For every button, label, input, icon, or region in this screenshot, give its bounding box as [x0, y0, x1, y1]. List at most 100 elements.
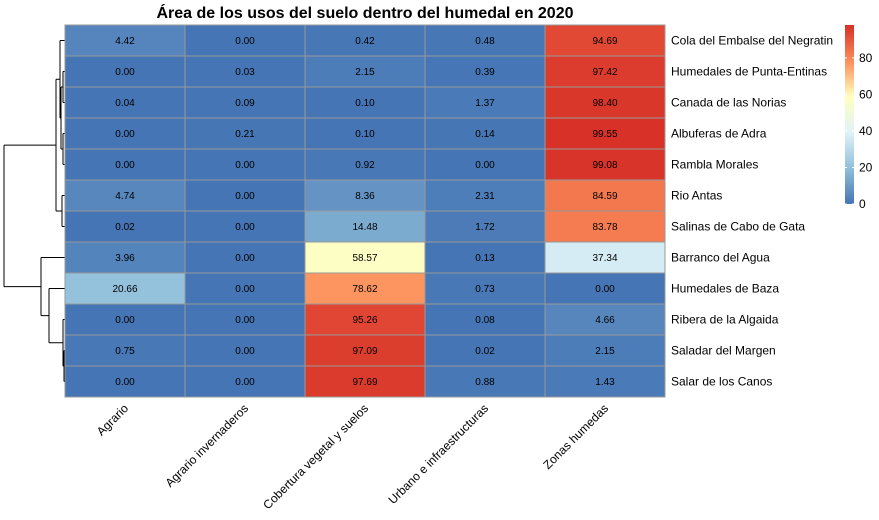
cell-value-label: 1.72: [475, 222, 495, 233]
row-label: Ribera de la Algaida: [671, 313, 779, 327]
heatmap-cell: [424, 148, 546, 181]
row-label: Cola del Embalse del Negratin: [671, 34, 833, 48]
color-legend-bar: [845, 25, 854, 204]
row-label: Saladar del Margen: [671, 344, 776, 358]
heatmap-cell: [544, 86, 666, 119]
heatmap-cell: [544, 24, 666, 57]
cell-value-label: 0.42: [355, 36, 375, 47]
cell-value-label: 78.62: [352, 284, 377, 295]
cell-value-label: 0.00: [115, 377, 135, 388]
cell-value-label: 0.02: [115, 222, 135, 233]
cell-value-label: 0.48: [475, 36, 495, 47]
cell-value-label: 0.75: [115, 346, 135, 357]
heatmap-cell: [64, 179, 186, 212]
heatmap-cell: [424, 303, 546, 336]
cell-value-label: 0.00: [235, 222, 255, 233]
row-label: Salar de los Canos: [671, 375, 772, 389]
cell-value-label: 0.92: [355, 160, 375, 171]
heatmap-cell: [424, 241, 546, 274]
chart-title: Área de los usos del suelo dentro del hu…: [156, 3, 573, 22]
cell-value-label: 4.74: [115, 191, 135, 202]
cell-value-label: 3.96: [115, 253, 135, 264]
cell-value-label: 97.42: [592, 67, 617, 78]
cell-value-label: 1.43: [595, 377, 615, 388]
heatmap-cell: [184, 55, 306, 88]
legend-tick-label: 60: [859, 87, 873, 101]
row-labels: Cola del Embalse del Negratin Humedales d…: [671, 34, 833, 389]
cell-value-label: 0.00: [235, 191, 255, 202]
cell-value-label: 1.37: [475, 98, 495, 109]
color-legend-ticks: 0 20 40 60 80: [845, 51, 873, 211]
heatmap-cell: [544, 210, 666, 243]
cell-value-label: 0.00: [235, 160, 255, 171]
cell-value-label: 94.69: [592, 36, 617, 47]
row-label: Albuferas de Adra: [671, 127, 767, 141]
heatmap-cell: [544, 241, 666, 274]
cell-value-label: 0.00: [115, 67, 135, 78]
heatmap-cell: [184, 241, 306, 274]
column-label: Agrario invernaderos: [162, 401, 251, 490]
cell-value-label: 0.04: [115, 98, 135, 109]
cell-value-label: 0.02: [475, 346, 495, 357]
cell-value-label: 0.00: [115, 315, 135, 326]
cell-value-label: 97.69: [352, 377, 377, 388]
cell-value-label: 0.00: [235, 36, 255, 47]
cell-value-label: 0.73: [475, 284, 495, 295]
heatmap-cell: [184, 148, 306, 181]
heatmap-cell: [64, 86, 186, 119]
cell-value-label: 99.08: [592, 160, 617, 171]
heatmap-cell: [304, 210, 426, 243]
legend-tick-label: 0: [859, 197, 866, 211]
cell-value-label: 8.36: [355, 191, 375, 202]
heatmap-cell: [304, 55, 426, 88]
heatmap-cell: [304, 179, 426, 212]
cell-value-label: 0.10: [355, 129, 375, 140]
cell-value-label: 4.66: [595, 315, 615, 326]
heatmap-cell: [424, 365, 546, 398]
heatmap-cell: [184, 334, 306, 367]
heatmap-cells: [64, 24, 666, 398]
cell-value-label: 0.00: [235, 253, 255, 264]
cell-value-label: 0.14: [475, 129, 495, 140]
heatmap-cell: [304, 86, 426, 119]
cell-value-label: 0.09: [235, 98, 255, 109]
row-label: Salinas de Cabo de Gata: [671, 220, 805, 234]
heatmap-cell: [544, 148, 666, 181]
heatmap-cell: [544, 55, 666, 88]
cell-value-label: 98.40: [592, 98, 617, 109]
cell-value-label: 0.00: [595, 284, 615, 295]
cell-value-label: 0.21: [235, 129, 255, 140]
cell-value-label: 0.00: [115, 129, 135, 140]
cell-value-label: 0.88: [475, 377, 495, 388]
heatmap-cell: [64, 210, 186, 243]
column-label: Zonas humedas: [540, 401, 611, 472]
row-label: Canada de las Norias: [671, 96, 786, 110]
legend-tick-label: 80: [859, 51, 873, 65]
cell-value-label: 83.78: [592, 222, 617, 233]
cell-value-label: 0.39: [475, 67, 495, 78]
cell-value-label: 4.42: [115, 36, 135, 47]
cell-value-label: 0.00: [235, 377, 255, 388]
heatmap-cell: [544, 272, 666, 305]
heatmap-cell: [544, 334, 666, 367]
column-labels: Agrario Agrario invernaderos Cobertura veg…: [94, 401, 611, 512]
cell-value-label: 0.00: [235, 284, 255, 295]
heatmap-cell: [544, 365, 666, 398]
heatmap-cell-labels: 4.42 0.00 0.42 0.48 94.69 0.00 0.03 2.15 0.39 97.…: [112, 36, 617, 388]
cell-value-label: 0.03: [235, 67, 255, 78]
cell-value-label: 14.48: [352, 222, 377, 233]
legend-tick-label: 40: [859, 124, 873, 138]
cell-value-label: 0.00: [115, 160, 135, 171]
cell-value-label: 2.15: [355, 67, 375, 78]
cell-value-label: 0.00: [235, 346, 255, 357]
legend-tick-label: 20: [859, 160, 873, 174]
heatmap-cell: [64, 365, 186, 398]
cell-value-label: 0.08: [475, 315, 495, 326]
heatmap-cell: [304, 334, 426, 367]
cell-value-label: 99.55: [592, 129, 617, 140]
heatmap-cell: [64, 303, 186, 336]
heatmap-cell: [424, 334, 546, 367]
row-label: Humedales de Punta-Entinas: [671, 65, 827, 79]
column-label: Cobertura vegetal y suelos: [260, 401, 371, 512]
cell-value-label: 95.26: [352, 315, 377, 326]
